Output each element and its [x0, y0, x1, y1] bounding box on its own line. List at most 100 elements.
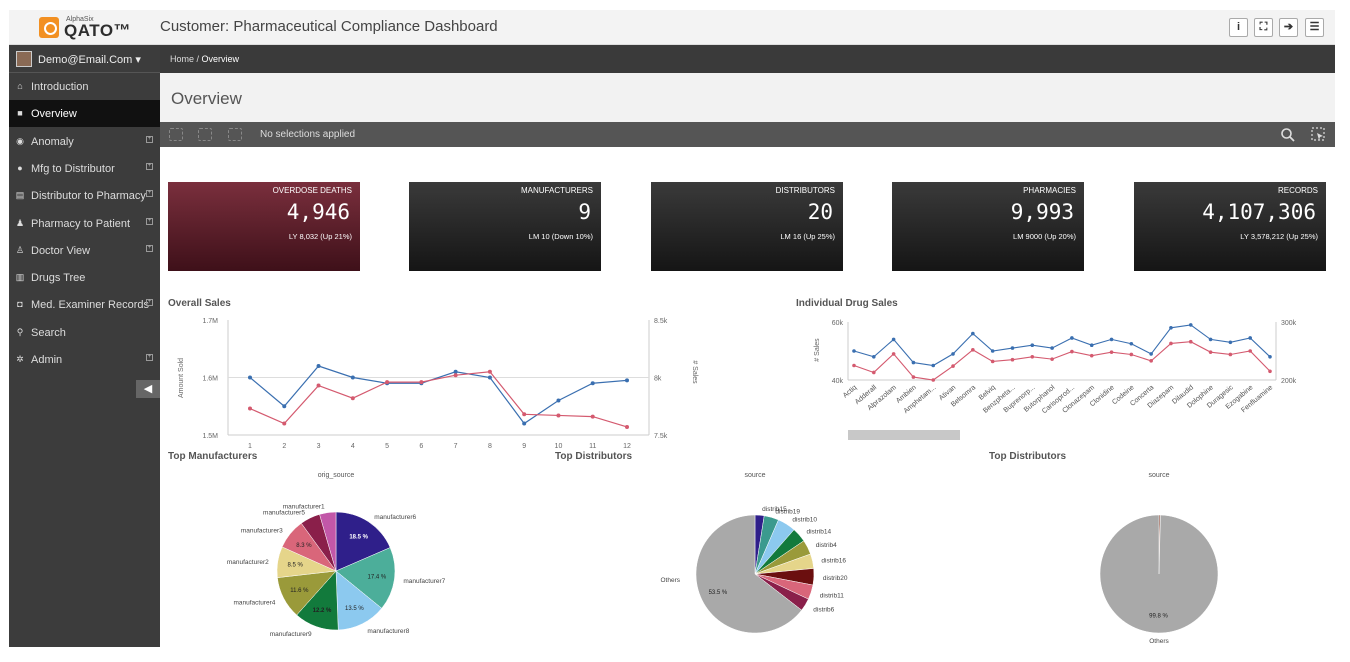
info-icon: i	[1236, 21, 1241, 33]
top-manufacturers-title: Top Manufacturers	[168, 451, 258, 462]
sidebar-item-introduction[interactable]: ⌂ Introduction	[9, 73, 160, 100]
selection-tool-icon[interactable]	[1311, 127, 1326, 142]
expand-icon[interactable]: +	[146, 135, 153, 143]
data-point	[522, 421, 527, 426]
x-tick-label: 5	[385, 443, 389, 450]
overall-sales-chart[interactable]: 1.5M 1.6M 1.7M 7.5k 8k 8.5k Amount Sold # Sales…	[168, 310, 708, 450]
data-point	[990, 349, 995, 353]
x-tick-label: 2	[282, 443, 286, 450]
clear-selections-icon[interactable]	[228, 128, 242, 141]
fullscreen-button[interactable]: ⛶	[1254, 18, 1273, 37]
kpi-value: 4,107,306	[1202, 200, 1316, 224]
pie-slice-label: distrib6	[813, 606, 834, 613]
kpi-overdose-deaths[interactable]: OVERDOSE DEATHS 4,946 LY 8,032 (Up 21%)	[168, 182, 360, 271]
info-button[interactable]: i	[1229, 18, 1248, 37]
kpi-value: 9	[578, 200, 591, 224]
sidebar-item-med-examiner-records[interactable]: ◘ Med. Examiner Records +	[9, 291, 160, 318]
data-point	[556, 413, 561, 418]
pie-slice-label: manufacturer5	[263, 510, 305, 517]
data-point	[1010, 346, 1015, 350]
kpi-records[interactable]: RECORDS 4,107,306 LY 3,578,212 (Up 25%)	[1134, 182, 1326, 271]
data-point	[1109, 350, 1114, 354]
menu-icon: ☰	[1309, 21, 1320, 33]
logo-small-text: AlphaSix	[66, 16, 94, 23]
data-point	[1050, 346, 1054, 350]
kpi-pharmacies[interactable]: PHARMACIES 9,993 LM 9000 (Up 20%)	[892, 182, 1084, 271]
data-point	[1169, 341, 1173, 346]
page-title: Overview	[160, 73, 1335, 122]
data-point	[911, 360, 916, 365]
gear-icon: ✲	[16, 354, 24, 364]
step-back-icon[interactable]	[169, 128, 183, 141]
sidebar-item-doctor-view[interactable]: ♙ Doctor View +	[9, 237, 160, 264]
search-icon[interactable]	[1280, 127, 1296, 143]
data-point	[1070, 336, 1074, 340]
top-manufacturers-pie[interactable]: orig_source 18.5 % manufacturer6 17.4 % manu…	[168, 465, 528, 647]
home-icon: ⌂	[17, 81, 23, 91]
breadcrumb-home[interactable]: Home /	[170, 54, 200, 64]
pie-slice-percent: 99.8 %	[1149, 613, 1168, 619]
expand-icon[interactable]: +	[146, 190, 153, 198]
user-email: Demo@Email.Com ▾	[38, 54, 141, 66]
x-tick-label: 7	[454, 443, 458, 450]
data-point	[1030, 343, 1035, 347]
step-forward-icon[interactable]	[198, 128, 212, 141]
y2-tick-label: 8.5k	[654, 318, 668, 325]
data-point	[1169, 326, 1173, 330]
user-menu[interactable]: Demo@Email.Com ▾	[9, 45, 160, 73]
menu-button[interactable]: ☰	[1305, 18, 1324, 37]
data-point	[350, 375, 355, 380]
data-point	[1089, 353, 1094, 358]
pie-slice-percent: 17.4 %	[368, 575, 387, 581]
sidebar-item-label: Anomaly	[31, 135, 74, 148]
data-point	[1030, 355, 1035, 359]
sidebar-item-pharmacy-to-patient[interactable]: ♟ Pharmacy to Patient +	[9, 210, 160, 237]
data-point	[852, 363, 856, 368]
x-tick-label: 8	[488, 443, 492, 450]
kpi-distributors[interactable]: DISTRIBUTORS 20 LM 16 (Up 25%)	[651, 182, 843, 271]
expand-icon[interactable]: +	[146, 162, 153, 170]
data-point	[990, 359, 995, 364]
expand-icon[interactable]: +	[146, 354, 153, 361]
sidebar-item-search[interactable]: ⚲ Search	[9, 319, 160, 346]
kpi-subtext: LY 3,578,212 (Up 25%)	[1240, 232, 1318, 241]
expand-icon[interactable]: +	[146, 217, 153, 225]
expand-icon[interactable]: +	[146, 244, 153, 252]
chart-scrollbar[interactable]	[848, 430, 960, 440]
individual-drug-sales-title: Individual Drug Sales	[796, 298, 898, 309]
sidebar-item-distributor-to-pharmacy[interactable]: ▤ Distributor to Pharmacy +	[9, 182, 160, 209]
data-point	[1149, 359, 1153, 363]
data-point	[590, 414, 595, 419]
data-point	[350, 396, 355, 401]
globe-icon: ●	[17, 162, 23, 173]
expand-icon[interactable]: +	[146, 299, 153, 307]
series-line-1	[249, 371, 628, 428]
data-point	[1050, 357, 1054, 361]
sidebar-item-drugs-tree[interactable]: ▥ Drugs Tree	[9, 264, 160, 291]
series-line-0	[249, 365, 628, 425]
sidebar-item-admin[interactable]: ✲ Admin +	[9, 346, 160, 373]
data-point	[951, 364, 955, 368]
data-point	[1149, 352, 1153, 356]
data-point	[971, 331, 975, 336]
collapse-sidebar-button[interactable]: ◀	[136, 380, 160, 398]
sidebar-item-overview[interactable]: ■ Overview	[9, 100, 160, 128]
sidebar-item-anomaly[interactable]: ◉ Anomaly +	[9, 128, 160, 155]
pie-slice-percent: 13.5 %	[345, 606, 364, 612]
sidebar-item-mfg-to-distributor[interactable]: ● Mfg to Distributor +	[9, 155, 160, 182]
avatar	[16, 51, 32, 67]
kpi-value: 4,946	[286, 200, 350, 224]
pie-slice-label: distrib19	[775, 509, 800, 516]
pie-dimension-label: source	[744, 472, 765, 479]
data-point	[282, 404, 287, 409]
bookmark-icon: ■	[17, 108, 23, 119]
data-point	[316, 364, 321, 368]
logout-button[interactable]: ➔	[1279, 18, 1298, 37]
kpi-manufacturers[interactable]: MANUFACTURERS 9 LM 10 (Down 10%)	[409, 182, 601, 271]
pie-slice	[695, 514, 802, 634]
kpi-title: OVERDOSE DEATHS	[272, 186, 352, 195]
sidebar-item-label: Drugs Tree	[31, 272, 86, 285]
top-distributors-2-pie[interactable]: source 99.8 % Others	[1039, 465, 1279, 647]
